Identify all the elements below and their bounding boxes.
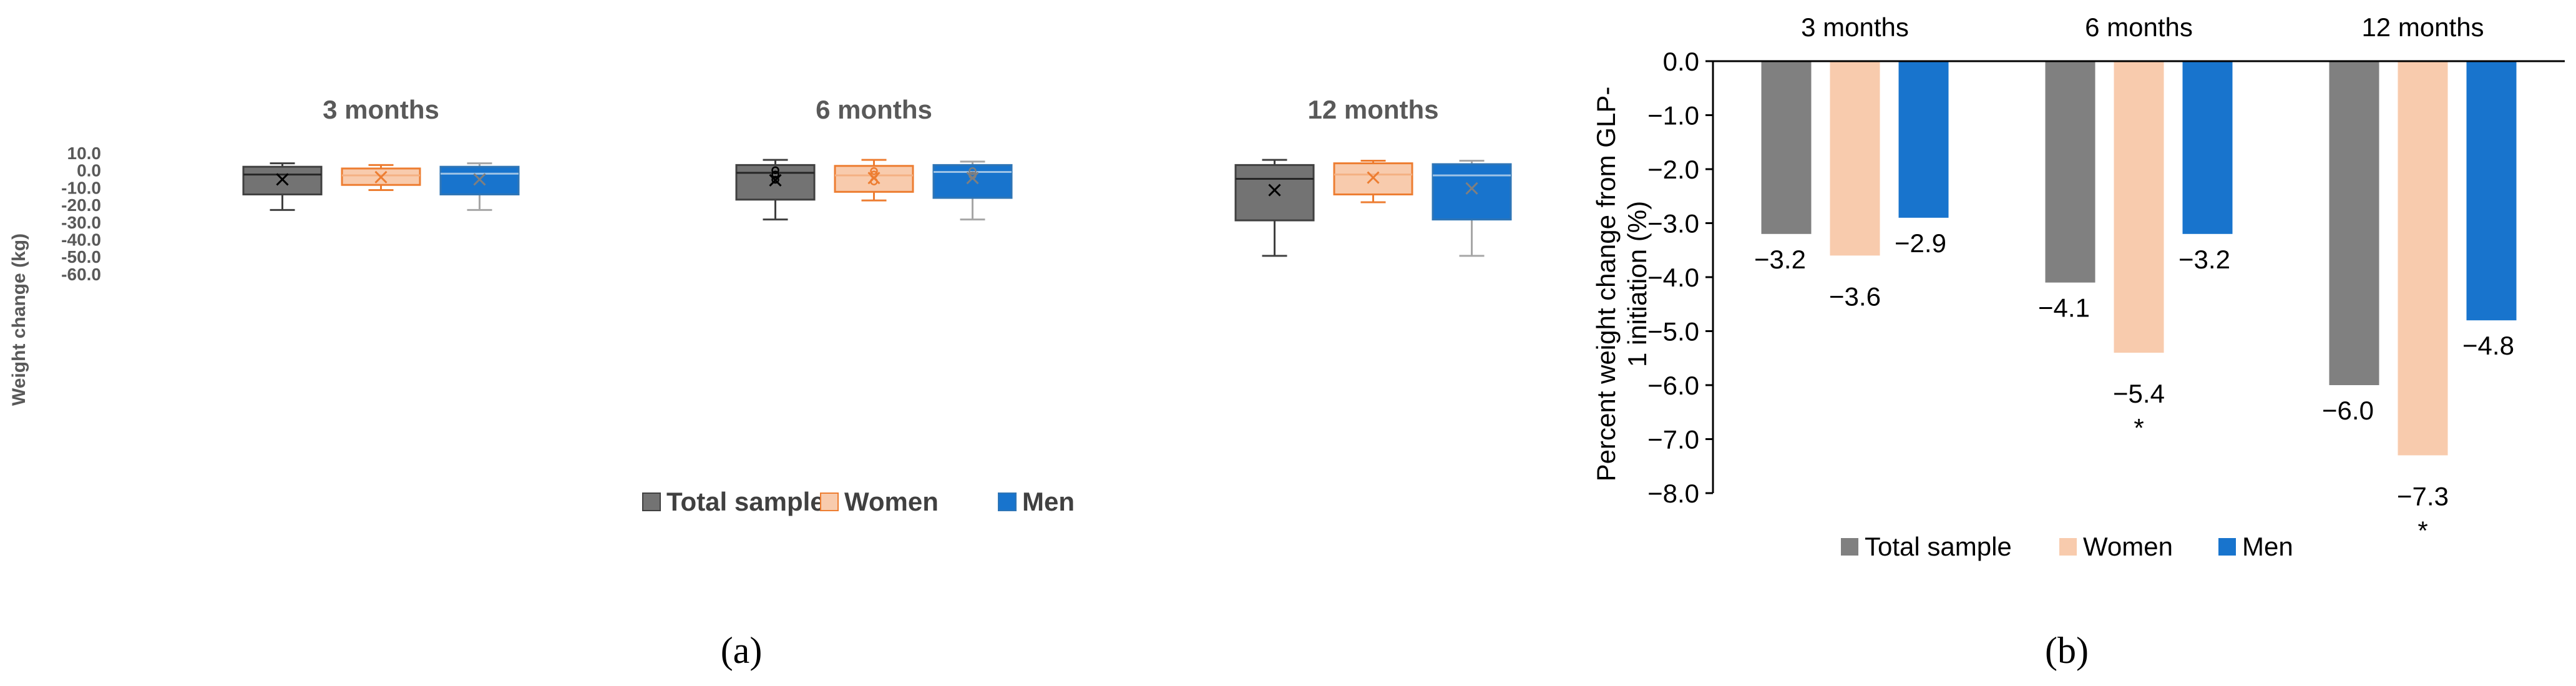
- panel-a-ylabel: Weight change (kg): [9, 233, 29, 406]
- box-mean-marker: [1268, 184, 1281, 197]
- panel-b-data-label: −3.2: [2178, 245, 2230, 274]
- panel-b-bar: [2114, 61, 2164, 353]
- panel-b-legend-swatch: [1841, 538, 1858, 556]
- box-outlier: [771, 166, 779, 174]
- panel-a-boxplot: Weight change (kg) 10.00.0-10.0-20.0-30.…: [9, 95, 1512, 516]
- box-mean-marker: [276, 173, 289, 186]
- box-outlier: [968, 171, 977, 180]
- panel-b-ytick: −4.0: [1647, 263, 1699, 292]
- panel-b-ytick: −6.0: [1647, 371, 1699, 400]
- panel-a-label: (a): [721, 630, 763, 671]
- panel-b-bar: [1761, 61, 1812, 234]
- panel-a-legend-swatch: [998, 492, 1017, 511]
- panel-b-category-label: 6 months: [2085, 12, 2193, 42]
- box-outlier: [968, 167, 977, 175]
- panel-b-legend-label: Men: [2242, 532, 2293, 561]
- panel-a-ytick: -30.0: [61, 213, 101, 232]
- panel-b-ytick: −3.0: [1647, 209, 1699, 238]
- box-outlier: [771, 175, 779, 184]
- panel-a-ytick: -60.0: [61, 265, 101, 284]
- panel-a-legend-label: Women: [844, 487, 939, 516]
- box-mean-marker: [1465, 182, 1478, 195]
- panel-b-data-label: −3.2: [1754, 245, 1806, 274]
- panel-b-bar: [2329, 61, 2379, 385]
- box-iqr: [1234, 164, 1315, 222]
- panel-a-group-title: 12 months: [1307, 95, 1438, 124]
- panel-b-data-label: −3.6: [1829, 282, 1881, 311]
- box-outlier: [870, 177, 878, 185]
- panel-b-bar: [1898, 61, 1949, 218]
- panel-a-group-title: 6 months: [816, 95, 932, 124]
- panel-b-category-label: 12 months: [2361, 12, 2484, 42]
- panel-b-legend-swatch: [2218, 538, 2236, 556]
- panel-b-barchart: Percent weight change from GLP- 1 initia…: [1591, 12, 2565, 561]
- panel-b-legend-label: Total sample: [1865, 532, 2012, 561]
- panel-a-legend-label: Men: [1022, 487, 1075, 516]
- panel-b-ylabel-line2: 1 initiation (%): [1622, 201, 1652, 367]
- box-outlier: [771, 170, 779, 179]
- panel-a-group-title: 3 months: [323, 95, 439, 124]
- box-mean-marker: [374, 170, 388, 184]
- panel-b-data-label: −5.4: [2113, 379, 2165, 408]
- panel-b-data-label: −4.1: [2038, 293, 2090, 323]
- box-mean-marker: [1367, 171, 1380, 184]
- panel-b-data-label: −2.9: [1895, 228, 1946, 258]
- panel-b-ytick: −1.0: [1647, 101, 1699, 130]
- box-iqr: [932, 164, 1013, 199]
- panel-a-ytick: -20.0: [61, 195, 101, 215]
- panel-a-legend-swatch: [820, 492, 839, 511]
- panel-b-ytick: −2.0: [1647, 155, 1699, 184]
- panel-b-data-label: −4.8: [2462, 331, 2514, 360]
- panel-b-legend-label: Women: [2083, 532, 2173, 561]
- panel-b-bar: [2398, 61, 2448, 456]
- panel-b-category-label: 3 months: [1801, 12, 1909, 42]
- panel-b-ytick: −8.0: [1647, 479, 1699, 508]
- panel-b-bar: [1830, 61, 1880, 256]
- panel-a-ytick: 0.0: [77, 161, 101, 180]
- panel-b-bar: [2045, 61, 2095, 283]
- panel-a-legend-swatch: [642, 492, 661, 511]
- box-mean-marker: [769, 174, 782, 187]
- panel-b-label: (b): [2045, 630, 2089, 671]
- panel-b-data-label: −7.3: [2397, 481, 2449, 511]
- panel-b-data-label: −6.0: [2322, 396, 2374, 425]
- panel-b-significance-marker: *: [2134, 413, 2144, 443]
- panel-b-bar: [2182, 61, 2233, 234]
- panel-b-significance-marker: *: [2417, 516, 2427, 545]
- panel-b-ylabel-line1: Percent weight change from GLP-: [1591, 87, 1621, 482]
- panel-b-ytick: 0.0: [1663, 47, 1699, 76]
- panel-a-ytick: -10.0: [61, 178, 101, 197]
- panel-a-ytick: -40.0: [61, 230, 101, 250]
- panel-b-legend-swatch: [2059, 538, 2077, 556]
- panel-b-ytick: −5.0: [1647, 317, 1699, 346]
- panel-b-ytick: −7.0: [1647, 425, 1699, 454]
- panel-a-ytick: -50.0: [61, 247, 101, 267]
- box-iqr: [1432, 163, 1512, 221]
- panel-a-ytick: 10.0: [67, 144, 102, 163]
- box-mean-marker: [473, 173, 486, 186]
- panel-b-bar: [2466, 61, 2517, 321]
- box-outlier: [870, 167, 878, 175]
- panel-a-legend-label: Total sample: [666, 487, 825, 516]
